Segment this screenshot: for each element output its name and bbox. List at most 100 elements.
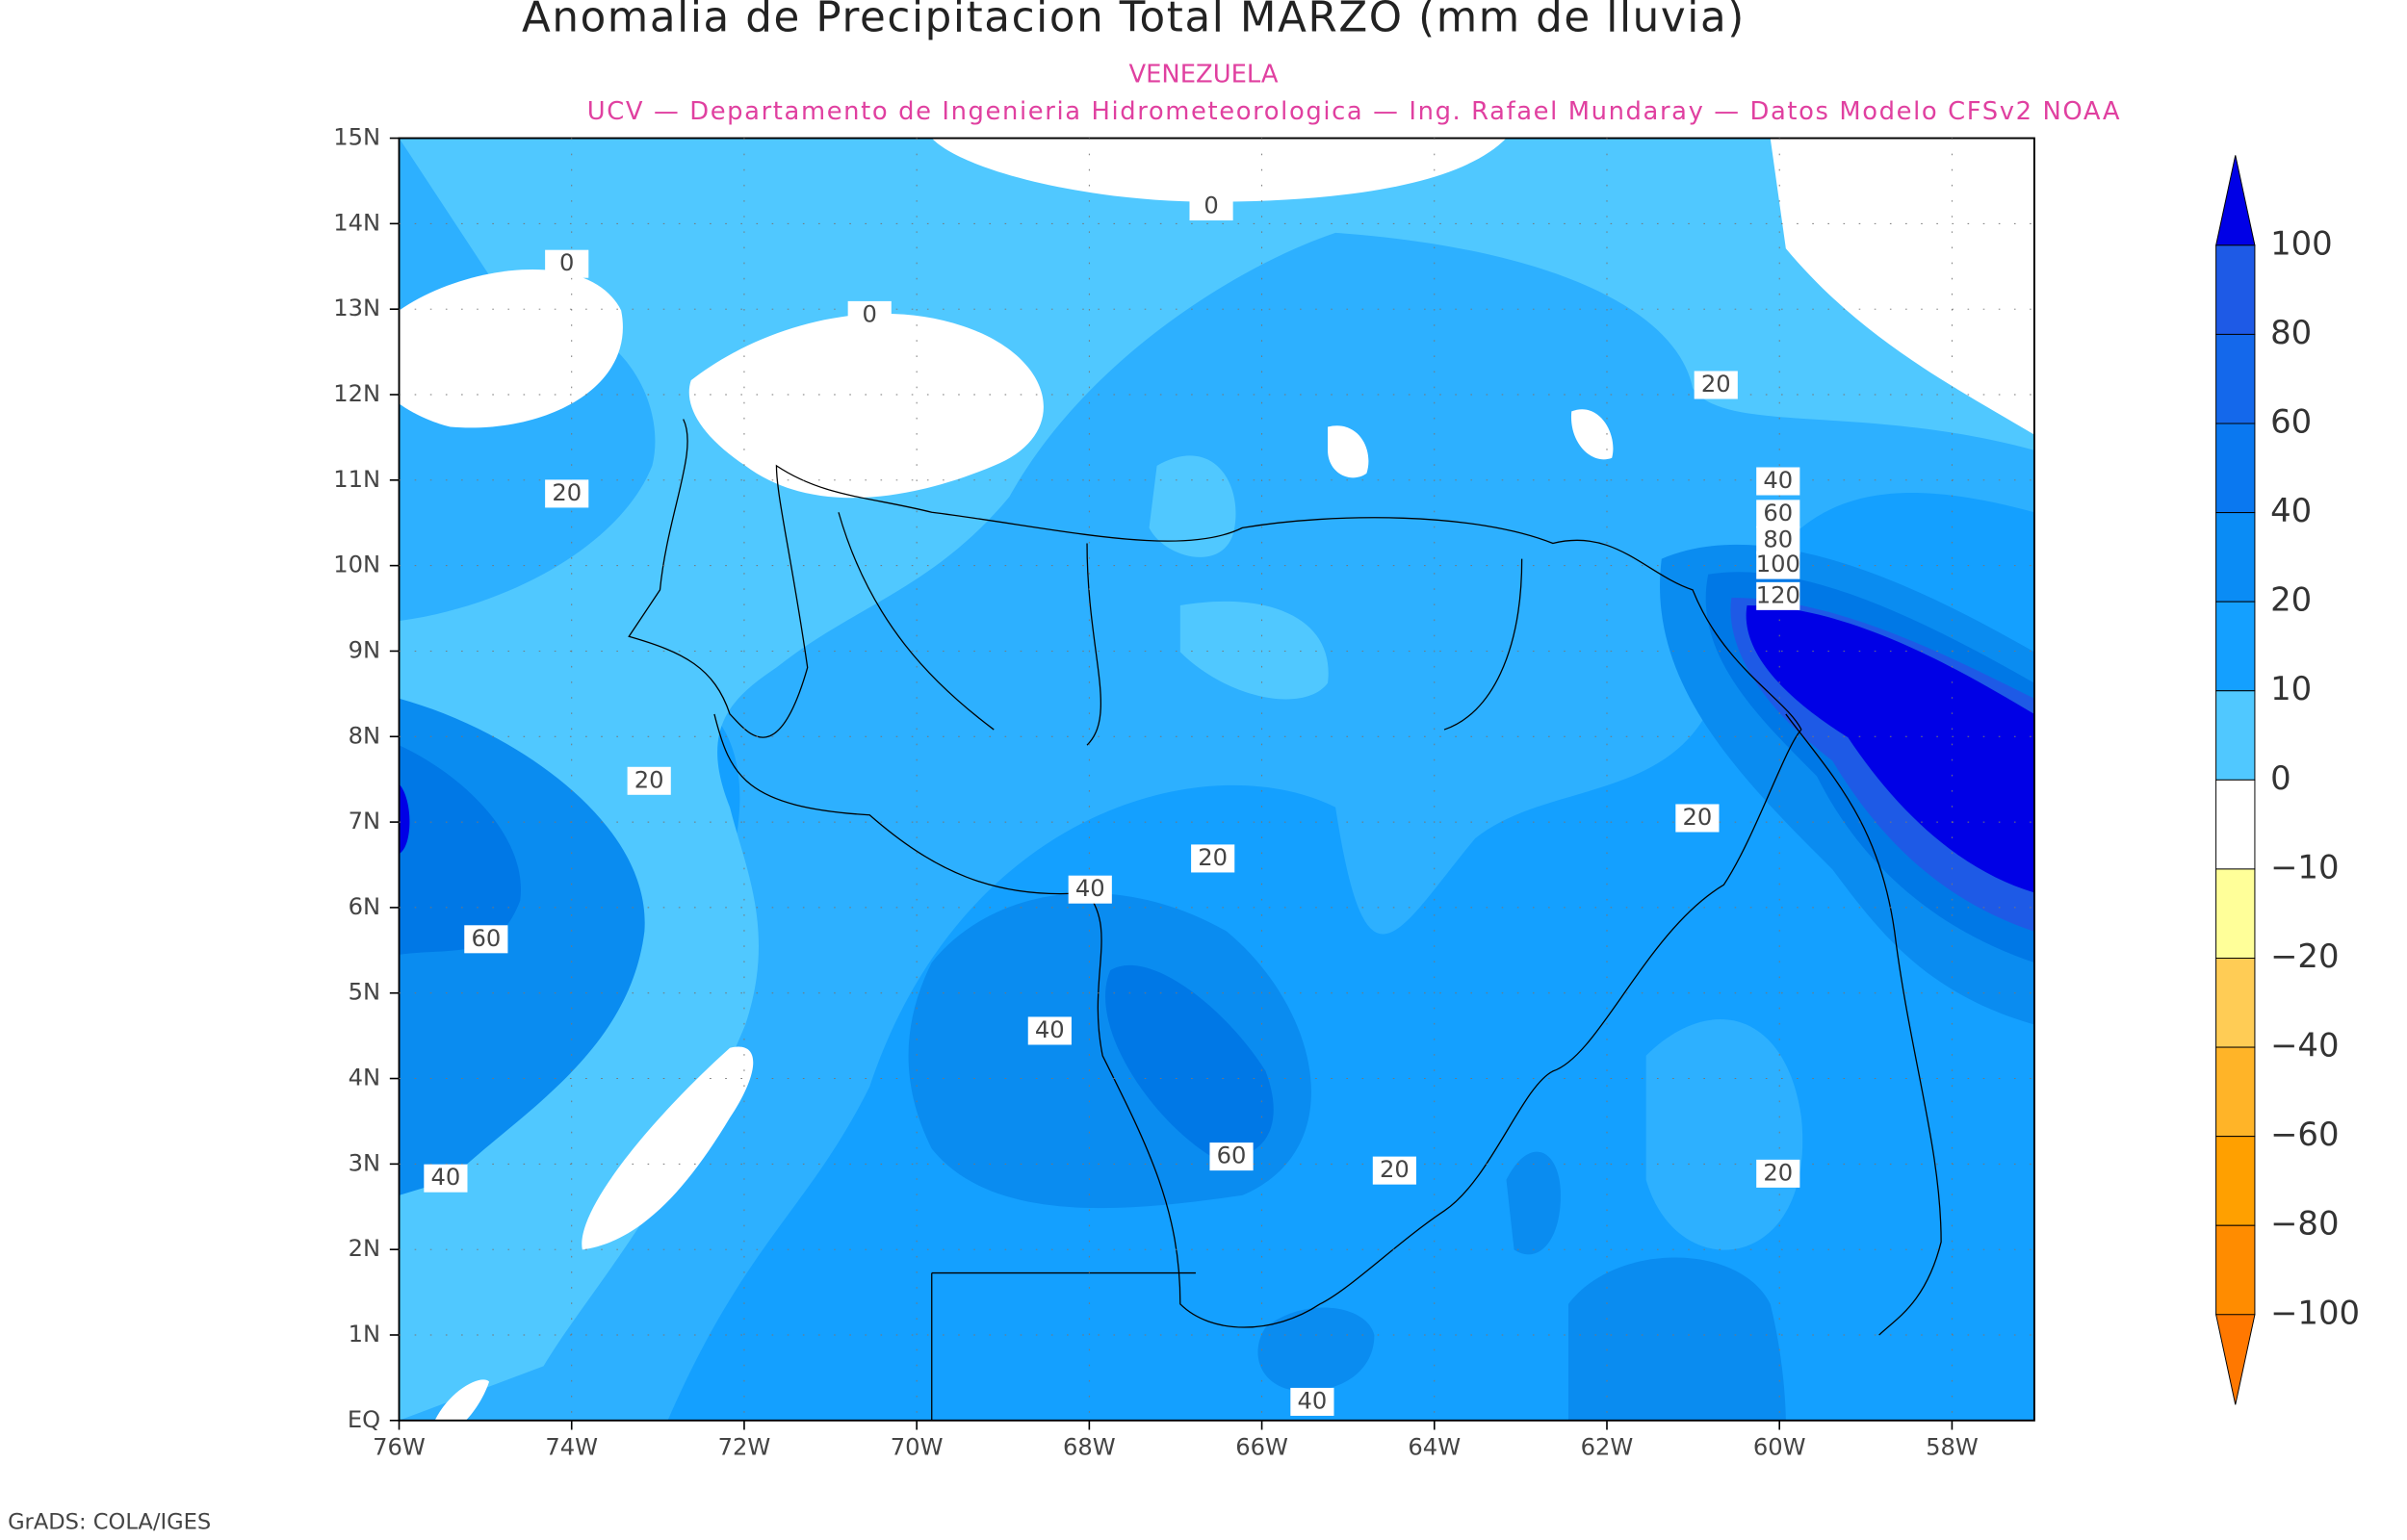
colorbar-arrow <box>2215 155 2256 246</box>
contour-label-text: 20 <box>634 766 664 793</box>
lat-label: 4N <box>349 1065 380 1091</box>
contour-label: 40 <box>1756 467 1800 496</box>
colorbar-label: 20 <box>2270 581 2312 619</box>
lat-label: 9N <box>349 636 380 663</box>
colorbar-label: −40 <box>2270 1027 2339 1065</box>
lat-label: 12N <box>333 380 380 407</box>
lon-label: 60W <box>1753 1433 1806 1460</box>
lon-label: 66W <box>1235 1433 1288 1460</box>
colorbar-label: 60 <box>2270 402 2312 440</box>
colorbar-label: 0 <box>2270 759 2291 797</box>
lat-label: 2N <box>349 1235 380 1262</box>
contour-label-bg <box>1209 1142 1254 1171</box>
contour-label-text: 0 <box>559 249 574 276</box>
colorbar-label: 100 <box>2270 224 2333 262</box>
lat-label: 13N <box>333 295 380 321</box>
contour-label-text: 20 <box>552 479 582 506</box>
lat-label: 1N <box>349 1321 380 1348</box>
contour-label-text: 120 <box>1756 581 1800 608</box>
contour-label-text: 80 <box>1763 526 1793 552</box>
contour-label-text: 60 <box>471 925 501 952</box>
contour-label: 80 <box>1756 526 1800 554</box>
contour-label: 60 <box>1756 500 1800 528</box>
lon-label: 64W <box>1408 1433 1461 1460</box>
contour-label: 60 <box>464 925 508 954</box>
colorbar-box <box>2215 868 2256 959</box>
contour-label-text: 60 <box>1217 1142 1247 1169</box>
lon-label: 68W <box>1063 1433 1116 1460</box>
contour-label-text: 20 <box>1701 371 1731 398</box>
contour-label: 40 <box>1068 875 1112 904</box>
contour-label-bg <box>1372 1156 1416 1185</box>
colorbar-label: −60 <box>2270 1116 2339 1153</box>
contour-label-text: 40 <box>1298 1387 1328 1414</box>
contour-label-bg <box>1694 371 1738 399</box>
map-title: Anomalia de Precipitacion Total MARZO (m… <box>522 0 1746 41</box>
contour-label: 100 <box>1756 551 1800 579</box>
contour-label-text: 40 <box>1763 467 1793 494</box>
colorbar-label: −80 <box>2270 1205 2339 1243</box>
colorbar-label: −100 <box>2270 1294 2360 1331</box>
colorbar-label: 10 <box>2270 670 2312 707</box>
contour-label: 120 <box>1756 581 1800 610</box>
contour-label: 20 <box>1191 844 1235 873</box>
contour-label: 40 <box>1027 1016 1072 1045</box>
contour-label: 40 <box>424 1164 468 1193</box>
contour-label-text: 20 <box>1763 1159 1793 1186</box>
contour-label-bg <box>1189 192 1233 221</box>
colorbar-box <box>2215 333 2256 424</box>
colorbar-arrow <box>2215 1314 2256 1405</box>
contour-label-bg <box>1756 526 1800 554</box>
contour-label: 0 <box>545 249 589 278</box>
contour-label: 20 <box>627 766 671 795</box>
contour-label-bg <box>1756 500 1800 528</box>
colorbar-box <box>2215 1224 2256 1316</box>
colorbar-box <box>2215 601 2256 692</box>
contour-label-bg <box>464 925 508 954</box>
colorbar-label: 40 <box>2270 492 2312 529</box>
subtitle: VENEZUELA <box>1128 60 1278 89</box>
contour-label-text: 0 <box>863 300 877 327</box>
contour-label-bg <box>1756 1159 1800 1188</box>
colorbar-label: −10 <box>2270 848 2339 886</box>
contour-label-text: 40 <box>431 1164 461 1191</box>
lon-label: 70W <box>891 1433 944 1460</box>
credit: UCV — Departamento de Ingenieria Hidrome… <box>587 97 2121 126</box>
contour-label-bg <box>847 300 892 329</box>
contour-label-bg <box>1756 581 1800 610</box>
colorbar-box <box>2215 958 2256 1048</box>
lat-label: 14N <box>333 209 380 236</box>
contour-label: 20 <box>1372 1156 1416 1185</box>
contour-label-bg <box>1191 844 1235 873</box>
colorbar-box <box>2215 690 2256 781</box>
lat-label: 3N <box>349 1149 380 1176</box>
lat-label: 6N <box>349 893 380 920</box>
colorbar-label: −20 <box>2270 937 2339 975</box>
contour-label-text: 60 <box>1763 500 1793 526</box>
contour-label-bg <box>545 479 589 508</box>
colorbar-box <box>2215 1136 2256 1226</box>
lat-label: 7N <box>349 808 380 834</box>
lat-label: 11N <box>333 466 380 493</box>
contour-label-text: 40 <box>1035 1016 1065 1043</box>
lat-label: 15N <box>333 124 380 151</box>
lat-label: EQ <box>348 1406 380 1433</box>
contour-label-bg <box>424 1164 468 1193</box>
contour-label: 0 <box>1189 192 1233 221</box>
lon-label: 76W <box>373 1433 426 1460</box>
map-field <box>399 138 2034 1421</box>
footer: GrADS: COLA/IGES <box>8 1510 211 1535</box>
contour-label-bg <box>627 766 671 795</box>
contour-label: 60 <box>1209 1142 1254 1171</box>
colorbar-box <box>2215 244 2256 335</box>
contour-label: 40 <box>1290 1387 1334 1416</box>
contour-label: 20 <box>1675 804 1720 833</box>
map-frame <box>398 137 2035 1422</box>
lon-label: 62W <box>1581 1433 1634 1460</box>
contour-label: 20 <box>1694 371 1738 399</box>
contour-label-bg <box>1675 804 1720 833</box>
contour-label-bg <box>1068 875 1112 904</box>
lon-label: 74W <box>545 1433 598 1460</box>
colorbar-box <box>2215 779 2256 870</box>
lat-label: 8N <box>349 722 380 749</box>
